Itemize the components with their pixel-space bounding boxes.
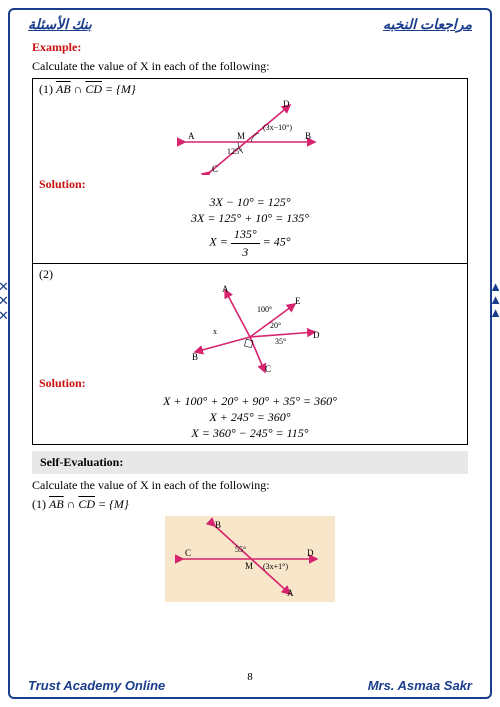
header-right: مراجعات النخبه [383,16,472,33]
svg-text:M: M [245,561,253,571]
svg-text:100°: 100° [257,305,272,314]
svg-text:D: D [313,330,320,340]
p1-eq3: X = 135°3 = 45° [39,226,461,259]
se-p1given: AB ∩ CD = {M} [49,497,129,511]
solution-label-1: Solution: [39,177,461,192]
footer-left: Trust Academy Online [28,678,165,693]
svg-text:(3x+1°): (3x+1°) [263,562,288,571]
example-box: (1) AB ∩ CD = {M} A B D C M (3x−10°) 125… [32,78,468,445]
part2-num: (2) [39,267,461,282]
svg-text:C: C [265,364,271,374]
part-2: (2) A B C D E 100° x 20° 35° [33,263,467,445]
header: بنك الأسئلة مراجعات النخبه [10,10,490,36]
lbl-B: B [305,131,311,141]
svg-text:C: C [185,548,191,558]
svg-text:A: A [222,284,229,294]
solution-label-2: Solution: [39,376,461,391]
part1-header: (1) AB ∩ CD = {M} [39,82,461,97]
lbl-C: C [212,164,218,174]
equations-1: 3X − 10° = 125° 3X = 125° + 10° = 135° X… [39,194,461,260]
part-1: (1) AB ∩ CD = {M} A B D C M (3x−10°) 125… [33,79,467,263]
lbl-D: D [283,99,290,109]
lbl-A: A [188,131,195,141]
part1-given: AB ∩ CD = {M} [56,82,136,96]
example-label: Example: [32,40,468,55]
lbl-M: M [237,131,245,141]
svg-text:A: A [287,588,294,598]
content: Example: Calculate the value of X in eac… [10,36,490,604]
question-text: Calculate the value of X in each of the … [32,59,468,74]
selfeval-p1: (1) AB ∩ CD = {M} [32,497,468,512]
page-frame: بنك الأسئلة مراجعات النخبه Example: Calc… [8,8,492,699]
angle-3x: (3x−10°) [263,123,292,132]
p2-eq3: X = 360° − 245° = 115° [39,425,461,441]
selfeval-label: Self-Evaluation: [32,451,468,474]
p1-eq1: 3X − 10° = 125° [39,194,461,210]
svg-text:55°: 55° [235,545,246,554]
footer-right: Mrs. Asmaa Sakr [368,678,472,693]
svg-text:D: D [307,548,314,558]
angle-125: 125° [227,147,242,156]
p2-eq2: X + 245° = 360° [39,409,461,425]
diagram-selfeval: C D B A M 55° (3x+1°) [165,516,335,602]
p1-eq2: 3X = 125° + 10° = 135° [39,210,461,226]
right-tri-icons: ▲▲▲ [489,280,500,319]
svg-text:35°: 35° [275,337,286,346]
diagram-1: A B D C M (3x−10°) 125° [165,97,335,175]
svg-text:B: B [215,520,221,530]
svg-text:E: E [295,296,301,306]
footer: Trust Academy Online Mrs. Asmaa Sakr [28,678,472,693]
se-p1num: (1) [32,497,46,511]
equations-2: X + 100° + 20° + 90° + 35° = 360° X + 24… [39,393,461,442]
selfeval-question: Calculate the value of X in each of the … [32,478,468,493]
p2-eq1: X + 100° + 20° + 90° + 35° = 360° [39,393,461,409]
svg-text:20°: 20° [270,321,281,330]
part1-num: (1) [39,82,53,96]
diagram-2: A B C D E 100° x 20° 35° [165,282,335,374]
svg-text:x: x [213,327,217,336]
svg-text:B: B [192,352,198,362]
header-left: بنك الأسئلة [28,16,92,33]
left-x-icons: ✕✕✕ [0,280,9,323]
